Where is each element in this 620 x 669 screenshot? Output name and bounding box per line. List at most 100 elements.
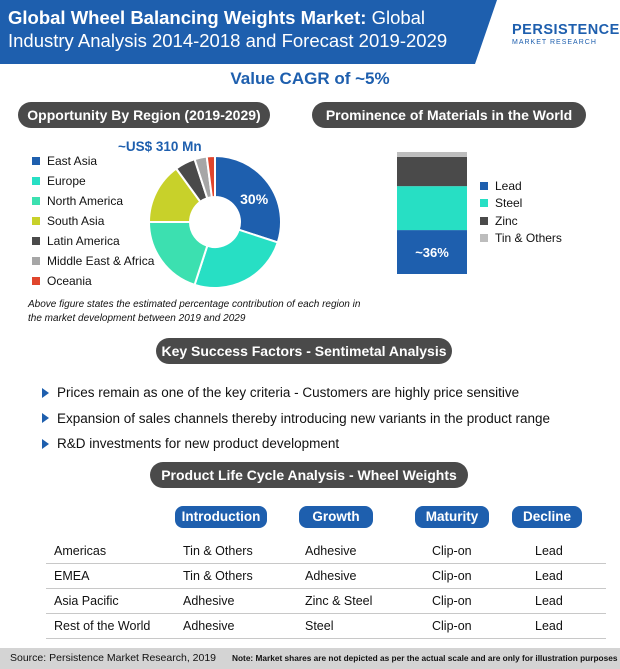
figure-note: Above figure states the estimated percen… — [28, 299, 361, 324]
legend-label: Steel — [495, 196, 523, 211]
cell-growth: Adhesive — [305, 569, 357, 583]
legend-label: Europe — [47, 174, 86, 188]
legend-swatch — [32, 157, 40, 165]
stage-maturity: Maturity — [415, 506, 489, 528]
cell-introduction: Tin & Others — [183, 569, 253, 583]
row-region: Americas — [54, 544, 107, 558]
region-section-pill: Opportunity By Region (2019-2029) — [18, 102, 270, 128]
legend-label: Middle East & Africa — [47, 254, 155, 268]
page-title: Global Wheel Balancing Weights Market: G… — [8, 6, 475, 29]
legend-item-lead: Lead — [480, 177, 562, 195]
legend-swatch — [480, 199, 488, 208]
pie-slice-europe — [193, 228, 280, 289]
pie-chart: 30% — [147, 154, 282, 289]
cell-maturity: Clip-on — [432, 569, 472, 583]
legend-swatch — [32, 217, 40, 225]
cell-decline: Lead — [535, 544, 563, 558]
legend-label: Lead — [495, 178, 522, 193]
factors-section-pill: Key Success Factors - Sentimetal Analysi… — [156, 338, 452, 364]
legend-item-europe: Europe — [32, 171, 154, 191]
factor-item: Expansion of sales channels thereby intr… — [42, 406, 550, 432]
cell-growth: Steel — [305, 619, 334, 633]
cell-growth: Adhesive — [305, 544, 357, 558]
bar-legend: Lead Steel Zinc Tin & Others — [480, 177, 562, 247]
table-row: Rest of the World Adhesive Steel Clip-on… — [46, 614, 606, 639]
market-value: ~US$ 310 Mn — [118, 139, 202, 154]
legend-swatch — [32, 277, 40, 285]
header-banner: Global Wheel Balancing Weights Market: G… — [0, 0, 475, 64]
legend-swatch — [480, 181, 488, 190]
cell-maturity: Clip-on — [432, 544, 472, 558]
legend-label: East Asia — [47, 154, 98, 168]
legend-item-oceania: Oceania — [32, 271, 154, 291]
legend-item-latin-america: Latin America — [32, 231, 154, 251]
legend-label: Latin America — [47, 234, 120, 248]
factor-text: R&D investments for new product developm… — [57, 436, 340, 452]
legend-item-east-asia: East Asia — [32, 151, 154, 171]
lifecycle-section-pill: Product Life Cycle Analysis - Wheel Weig… — [150, 462, 468, 488]
bullet-icon — [42, 413, 49, 424]
pie-slice-north-america — [147, 221, 209, 287]
materials-section-pill: Prominence of Materials in the World — [312, 102, 586, 128]
bar-data-label: ~36% — [415, 245, 449, 260]
cell-decline: Lead — [535, 569, 563, 583]
title-rest: Global — [371, 7, 426, 28]
cell-introduction: Tin & Others — [183, 544, 253, 558]
row-region: Asia Pacific — [54, 594, 119, 608]
bar-segment-zinc — [397, 156, 467, 187]
legend-swatch — [32, 177, 40, 185]
cell-introduction: Adhesive — [183, 594, 235, 608]
factor-text: Expansion of sales channels thereby intr… — [57, 410, 551, 426]
pie-slice-east-asia — [214, 154, 282, 244]
cell-decline: Lead — [535, 594, 563, 608]
page-subtitle: Industry Analysis 2014-2018 and Forecast… — [8, 30, 448, 51]
logo-main-text: PERSISTENCE — [512, 22, 620, 38]
table-row: Asia Pacific Adhesive Zinc & Steel Clip-… — [46, 589, 606, 614]
cell-introduction: Adhesive — [183, 619, 235, 633]
legend-swatch — [32, 197, 40, 205]
legend-item-tin-others: Tin & Others — [480, 230, 562, 248]
row-region: EMEA — [54, 569, 90, 583]
bullet-icon — [42, 438, 49, 449]
logo-sub-text: MARKET RESEARCH — [512, 39, 597, 46]
legend-item-middle-east-africa: Middle East & Africa — [32, 251, 154, 271]
title-bold: Global Wheel Balancing Weights Market: — [8, 7, 367, 28]
bar-segment-tin-others — [397, 152, 467, 157]
row-region: Rest of the World — [54, 619, 151, 633]
factor-item: R&D investments for new product developm… — [42, 431, 550, 457]
legend-swatch — [480, 234, 488, 243]
factor-item: Prices remain as one of the key criteria… — [42, 380, 550, 406]
bullet-icon — [42, 387, 49, 398]
stage-introduction: Introduction — [175, 506, 267, 528]
logo: PERSISTENCE MARKET RESEARCH — [512, 22, 620, 46]
table-row: EMEA Tin & Others Adhesive Clip-on Lead — [46, 564, 606, 589]
legend-item-zinc: Zinc — [480, 212, 562, 230]
bar-segment-steel — [397, 186, 467, 231]
cagr-label: Value CAGR of ~5% — [230, 69, 390, 88]
legend-label: South Asia — [47, 214, 105, 228]
legend-swatch — [32, 237, 40, 245]
cell-maturity: Clip-on — [432, 594, 472, 608]
legend-label: Oceania — [47, 274, 92, 288]
source-text: Source: Persistence Market Research, 201… — [10, 652, 217, 664]
legend-item-north-america: North America — [32, 191, 154, 211]
materials-bar-chart: ~36% — [397, 152, 467, 274]
disclaimer-text: Note: Market shares are not depicted as … — [232, 653, 618, 663]
legend-label: North America — [47, 194, 124, 208]
pie-legend: East Asia Europe North America South Asia La… — [32, 151, 154, 291]
factor-text: Prices remain as one of the key criteria… — [57, 385, 520, 401]
factor-list: Prices remain as one of the key criteria… — [42, 380, 550, 457]
legend-label: Zinc — [495, 213, 518, 228]
legend-label: Tin & Others — [495, 231, 562, 246]
cell-decline: Lead — [535, 619, 563, 633]
stage-growth: Growth — [299, 506, 373, 528]
bar-segment-lead — [397, 230, 467, 274]
pie-slice-oceania — [205, 154, 216, 199]
header-notch — [475, 0, 497, 64]
legend-swatch — [32, 257, 40, 265]
stage-decline: Decline — [512, 506, 582, 528]
cell-growth: Zinc & Steel — [305, 594, 373, 608]
table-row: Americas Tin & Others Adhesive Clip-on L… — [46, 539, 606, 564]
legend-item-south-asia: South Asia — [32, 211, 154, 231]
footer: Source: Persistence Market Research, 201… — [0, 648, 620, 669]
